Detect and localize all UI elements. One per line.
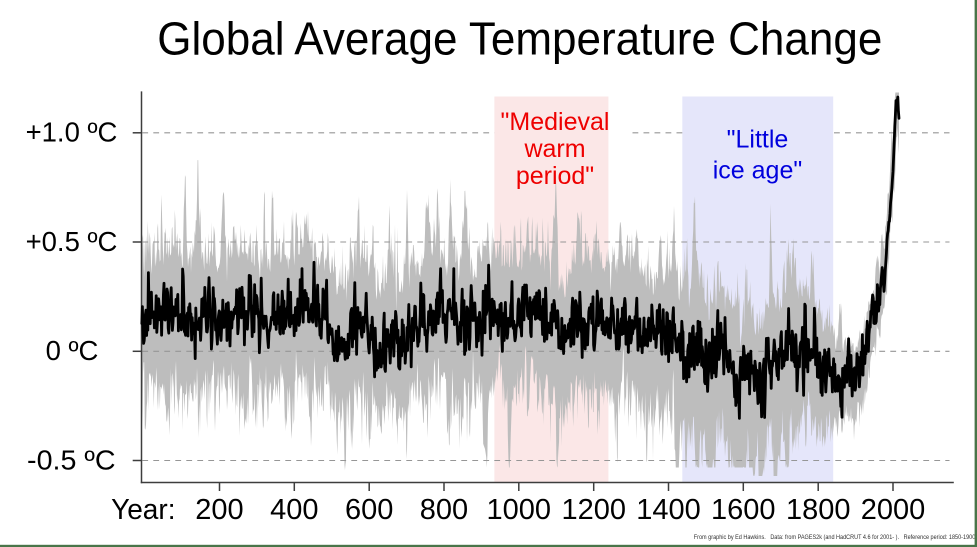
svg-text:-0.5 ºC: -0.5 ºC xyxy=(27,444,116,475)
svg-text:1800: 1800 xyxy=(786,494,851,526)
svg-text:+0.5 ºC: +0.5 ºC xyxy=(26,226,118,257)
svg-text:800: 800 xyxy=(420,494,468,526)
svg-text:ice age": ice age" xyxy=(713,157,803,185)
svg-text:period": period" xyxy=(516,162,594,190)
svg-text:"Medieval: "Medieval xyxy=(501,108,610,136)
svg-text:Global Average Temperature Cha: Global Average Temperature Change xyxy=(157,13,882,65)
svg-text:warm: warm xyxy=(523,135,585,163)
svg-text:1000: 1000 xyxy=(487,494,552,526)
svg-text:200: 200 xyxy=(195,494,243,526)
svg-text:1400: 1400 xyxy=(636,494,701,526)
svg-text:2000: 2000 xyxy=(861,494,926,526)
svg-text:600: 600 xyxy=(345,494,393,526)
svg-text:+1.0 ºC: +1.0 ºC xyxy=(26,117,118,148)
svg-text:"Little: "Little xyxy=(727,126,789,154)
svg-text:Year:: Year: xyxy=(111,494,175,526)
svg-text:1200: 1200 xyxy=(561,494,626,526)
svg-text:From graphic by Ed Hawkins.: From graphic by Ed Hawkins. Data: from P… xyxy=(694,534,977,541)
svg-text:400: 400 xyxy=(270,494,318,526)
svg-text:1600: 1600 xyxy=(711,494,776,526)
svg-text:0 ºC: 0 ºC xyxy=(46,335,99,366)
